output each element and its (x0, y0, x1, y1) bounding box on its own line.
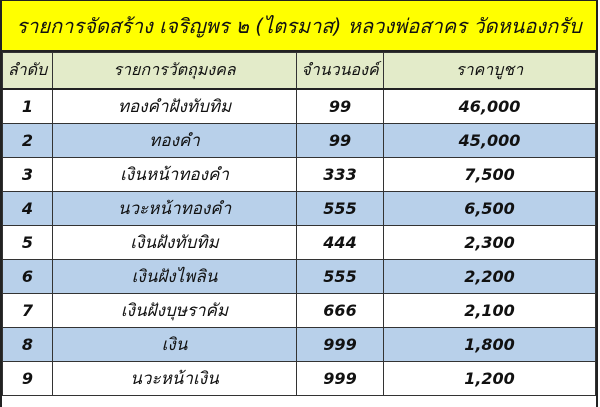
cell-price: 45,000 (383, 123, 596, 158)
cell-qty: 555 (296, 191, 384, 226)
cell-price: 6,500 (383, 191, 596, 226)
cell-price: 1,200 (383, 361, 596, 396)
cell-item: เงินฝังไพลิน (52, 259, 297, 294)
cell-qty: 99 (296, 88, 384, 124)
cell-price: 2,100 (383, 293, 596, 328)
header-item: รายการวัตถุมงคล (52, 52, 297, 90)
cell-qty: 333 (296, 157, 384, 192)
table-row: 1 ทองคำฝังทับทิม 99 46,000 (2, 88, 596, 124)
cell-qty: 99 (296, 123, 384, 158)
cell-item: เงินฝังทับทิม (52, 225, 297, 260)
cell-no: 4 (2, 191, 53, 226)
cell-price: 2,200 (383, 259, 596, 294)
cell-price: 46,000 (383, 88, 596, 124)
cell-price: 7,500 (383, 157, 596, 192)
cell-no: 6 (2, 259, 53, 294)
table-row: 8 เงิน 999 1,800 (2, 327, 596, 362)
cell-price: 2,300 (383, 225, 596, 260)
cell-item: เงิน (52, 327, 297, 362)
header-no: ลำดับ (2, 52, 53, 90)
cell-no: 3 (2, 157, 53, 192)
header-row: ลำดับ รายการวัตถุมงคล จำนวนองค์ ราคาบูชา (2, 52, 596, 90)
cell-item: นวะหน้าเงิน (52, 361, 297, 396)
cell-no: 5 (2, 225, 53, 260)
cell-price: 1,800 (383, 327, 596, 362)
cell-no: 7 (2, 293, 53, 328)
cell-no: 8 (2, 327, 53, 362)
cell-qty: 999 (296, 327, 384, 362)
cell-no: 9 (2, 361, 53, 396)
table-row: 4 นวะหน้าทองคำ 555 6,500 (2, 191, 596, 226)
table-row: 5 เงินฝังทับทิม 444 2,300 (2, 225, 596, 260)
cell-item: ทองคำฝังทับทิม (52, 88, 297, 124)
table-title: รายการจัดสร้าง เจริญพร ๒ (ไตรมาส) หลวงพ่… (2, 0, 596, 52)
cell-no: 2 (2, 123, 53, 158)
cell-item: เงินหน้าทองคำ (52, 157, 297, 192)
header-qty: จำนวนองค์ (296, 52, 384, 90)
table-row: 3 เงินหน้าทองคำ 333 7,500 (2, 157, 596, 192)
table-row: 9 นวะหน้าเงิน 999 1,200 (2, 361, 596, 396)
cell-item: ทองคำ (52, 123, 297, 158)
cell-item: เงินฝังบุษราคัม (52, 293, 297, 328)
table-row: 2 ทองคำ 99 45,000 (2, 123, 596, 158)
table-row: 7 เงินฝังบุษราคัม 666 2,100 (2, 293, 596, 328)
cell-qty: 555 (296, 259, 384, 294)
price-table: ลำดับ รายการวัตถุมงคล จำนวนองค์ ราคาบูชา… (2, 52, 596, 396)
cell-no: 1 (2, 88, 53, 124)
cell-item: นวะหน้าทองคำ (52, 191, 297, 226)
cell-qty: 444 (296, 225, 384, 260)
header-price: ราคาบูชา (383, 52, 596, 90)
cell-qty: 666 (296, 293, 384, 328)
cell-qty: 999 (296, 361, 384, 396)
table-row: 6 เงินฝังไพลิน 555 2,200 (2, 259, 596, 294)
